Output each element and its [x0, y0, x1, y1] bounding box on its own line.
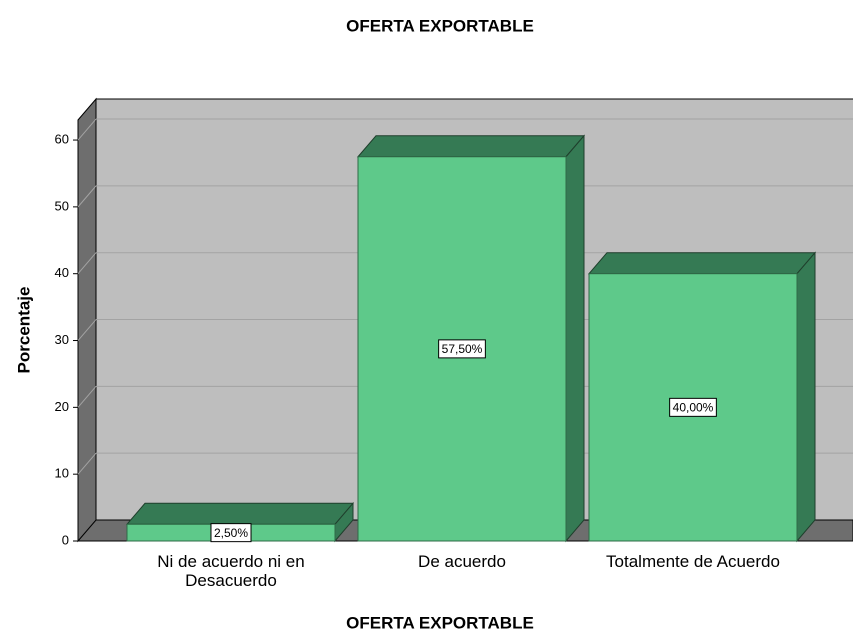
value-label: 57,50% [442, 342, 483, 356]
y-tick-label: 10 [55, 466, 69, 481]
x-tick-label: Totalmente de Acuerdo [606, 552, 780, 571]
x-axis-label: OFERTA EXPORTABLE [346, 613, 534, 632]
bar-side [565, 134, 585, 543]
value-label-box [438, 339, 486, 359]
y-axis-label: Porcentaje [14, 287, 33, 374]
bar-side [796, 251, 816, 543]
value-label-box [669, 397, 717, 417]
value-label: 2,50% [214, 526, 248, 540]
value-label-box [210, 523, 252, 543]
x-tick-label: Ni de acuerdo ni en Desacuerdo [157, 552, 305, 590]
y-tick-label: 0 [62, 532, 69, 547]
value-label: 40,00% [673, 401, 714, 415]
bar-top [125, 502, 355, 525]
bar-top [587, 252, 817, 275]
grid-line [77, 118, 97, 141]
grid-line [77, 386, 97, 408]
grid-line [77, 185, 97, 208]
y-tick-label: 60 [55, 131, 69, 146]
grid-line [77, 452, 97, 475]
y-tick-label: 30 [55, 332, 69, 347]
y-tick-label: 50 [55, 198, 69, 213]
y-tick-label: 20 [55, 399, 69, 414]
grid-line [77, 319, 97, 341]
y-tick-label: 40 [55, 265, 69, 280]
grid-line [77, 252, 97, 275]
left-wall [77, 97, 97, 543]
x-tick-label: De acuerdo [418, 552, 506, 571]
bar-top [356, 135, 586, 158]
chart-title: OFERTA EXPORTABLE [346, 16, 534, 35]
